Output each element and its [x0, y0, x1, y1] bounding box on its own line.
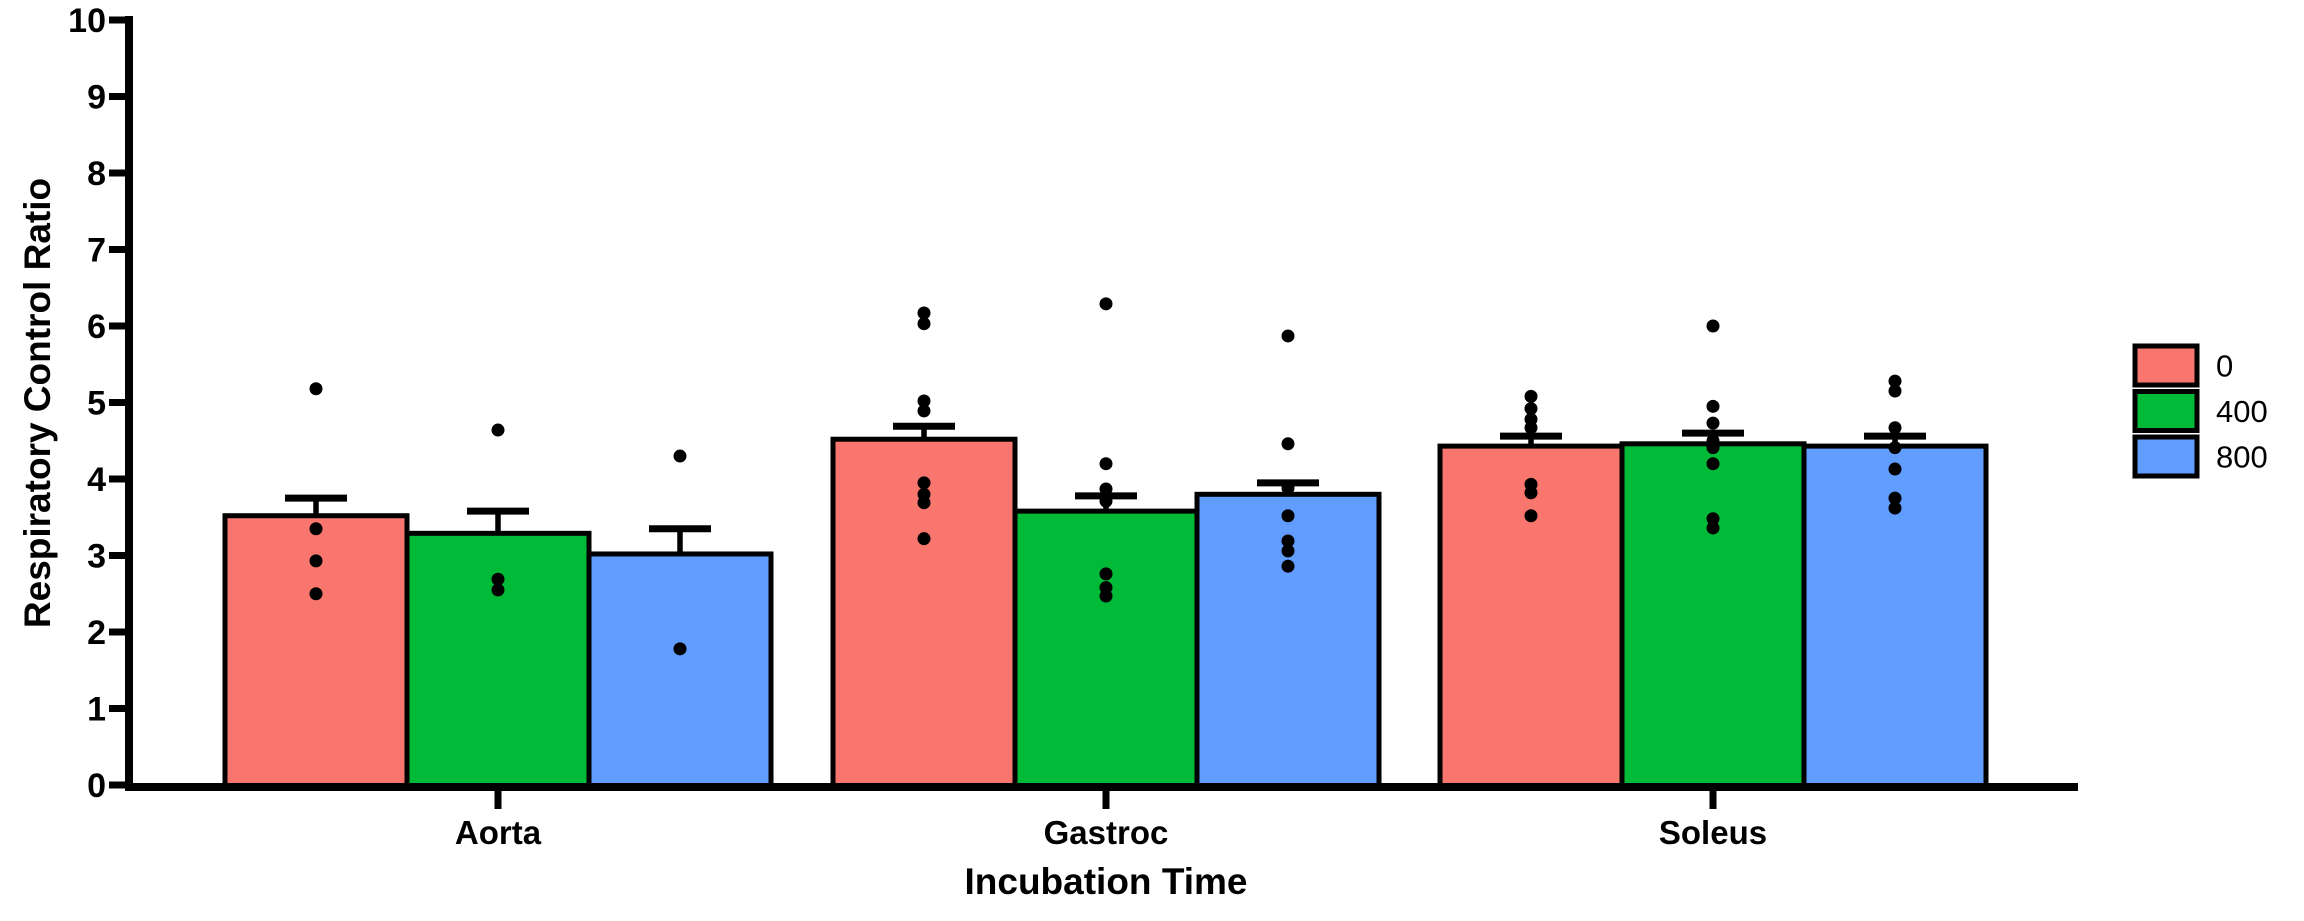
- data-point-gastroc-0-3: [917, 404, 931, 418]
- data-point-soleus-400-6: [1706, 512, 1720, 526]
- y-axis-title: Respiratory Control Ratio: [17, 177, 58, 629]
- data-point-soleus-400-2: [1706, 416, 1720, 430]
- data-point-aorta-800-1: [673, 642, 687, 656]
- data-point-soleus-0-6: [1524, 509, 1538, 523]
- bar-aorta-800: [586, 551, 774, 790]
- y-tick-label-8: 8: [87, 155, 106, 193]
- data-point-gastroc-0-7: [917, 532, 931, 546]
- legend-label-800: 800: [2216, 440, 2268, 475]
- data-point-aorta-0-3: [309, 587, 323, 601]
- data-point-soleus-400-4: [1706, 441, 1720, 455]
- data-point-soleus-800-6: [1888, 501, 1902, 515]
- legend-swatch-800: [2132, 434, 2200, 479]
- data-point-soleus-0-3: [1524, 421, 1538, 435]
- data-point-gastroc-0-6: [917, 496, 931, 510]
- data-point-gastroc-800-3: [1281, 509, 1295, 523]
- legend-swatch-0: [2132, 343, 2200, 388]
- y-tick-label-0: 0: [87, 767, 106, 805]
- data-point-aorta-0-2: [309, 554, 323, 568]
- data-point-soleus-800-2: [1888, 421, 1902, 435]
- data-point-aorta-0-1: [309, 522, 323, 536]
- data-point-gastroc-800-0: [1281, 329, 1295, 343]
- data-point-gastroc-400-3: [1099, 494, 1113, 508]
- category-label-soleus: Soleus: [1659, 814, 1767, 851]
- data-point-soleus-0-1: [1524, 402, 1538, 416]
- category-label-aorta: Aorta: [455, 814, 542, 851]
- data-point-aorta-800-0: [673, 449, 687, 463]
- data-point-soleus-400-5: [1706, 457, 1720, 471]
- data-point-soleus-800-4: [1888, 462, 1902, 476]
- y-tick-label-6: 6: [87, 308, 106, 346]
- data-point-soleus-800-1: [1888, 384, 1902, 398]
- legend-swatch-400: [2132, 389, 2200, 433]
- y-tick-label-1: 1: [87, 691, 106, 729]
- category-label-gastroc: Gastroc: [1044, 814, 1169, 851]
- data-point-gastroc-800-2: [1281, 481, 1295, 495]
- data-point-gastroc-0-4: [917, 476, 931, 490]
- data-point-gastroc-800-4: [1281, 534, 1295, 548]
- data-point-aorta-400-2: [491, 583, 505, 597]
- data-point-soleus-400-0: [1706, 319, 1720, 333]
- data-point-soleus-800-3: [1888, 441, 1902, 455]
- bar-soleus-400: [1619, 441, 1807, 790]
- y-tick-label-10: 10: [68, 2, 106, 40]
- y-tick-label-9: 9: [87, 79, 106, 117]
- data-point-soleus-0-5: [1524, 486, 1538, 500]
- y-tick-label-4: 4: [87, 461, 106, 499]
- data-point-aorta-400-0: [491, 423, 505, 437]
- data-point-gastroc-800-1: [1281, 437, 1295, 451]
- data-point-gastroc-800-5: [1281, 544, 1295, 558]
- data-point-gastroc-400-2: [1099, 482, 1113, 496]
- data-point-soleus-400-7: [1706, 521, 1720, 535]
- data-point-gastroc-400-1: [1099, 457, 1113, 471]
- data-point-soleus-400-1: [1706, 399, 1720, 413]
- data-point-soleus-800-0: [1888, 374, 1902, 388]
- x-axis-title: Incubation Time: [964, 861, 1248, 902]
- bar-aorta-400: [404, 530, 592, 790]
- data-point-gastroc-400-4: [1099, 567, 1113, 581]
- data-point-aorta-0-0: [309, 382, 323, 396]
- y-tick-label-3: 3: [87, 538, 106, 576]
- bar-gastroc-400: [1012, 508, 1200, 790]
- legend-label-0: 0: [2216, 349, 2233, 384]
- legend-label-400: 400: [2216, 394, 2268, 429]
- y-tick-label-2: 2: [87, 614, 106, 652]
- data-point-gastroc-0-0: [917, 306, 931, 320]
- data-point-gastroc-800-6: [1281, 559, 1295, 573]
- data-point-soleus-800-5: [1888, 491, 1902, 505]
- y-tick-label-5: 5: [87, 385, 106, 423]
- data-point-gastroc-400-6: [1099, 589, 1113, 603]
- y-tick-label-7: 7: [87, 232, 106, 270]
- data-point-gastroc-0-1: [917, 317, 931, 331]
- data-point-gastroc-0-2: [917, 394, 931, 408]
- data-point-soleus-0-0: [1524, 389, 1538, 403]
- data-point-gastroc-400-0: [1099, 297, 1113, 311]
- data-point-aorta-400-1: [491, 572, 505, 586]
